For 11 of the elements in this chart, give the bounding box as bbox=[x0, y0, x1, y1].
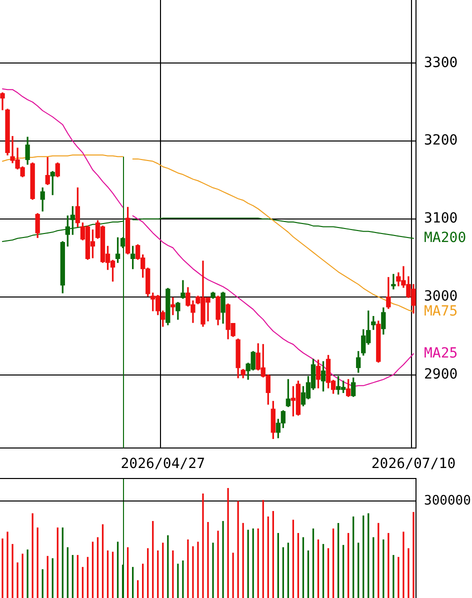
y-tick-label: 3300 bbox=[424, 54, 458, 71]
series-label: MA200 bbox=[424, 230, 466, 246]
y-tick-label: 2900 bbox=[424, 366, 458, 382]
series-label: MA25 bbox=[424, 345, 458, 362]
x-tick-label: 2026/04/27 bbox=[120, 456, 206, 472]
y-tick-label: 3000 bbox=[424, 288, 458, 304]
x-tick-label: 2026/07/10 bbox=[371, 456, 456, 472]
series-label: MA75 bbox=[424, 303, 458, 320]
y-tick-label: 3100 bbox=[424, 210, 458, 227]
y-tick-label: 3200 bbox=[424, 132, 458, 149]
y-tick-label: 300000 bbox=[424, 493, 471, 508]
